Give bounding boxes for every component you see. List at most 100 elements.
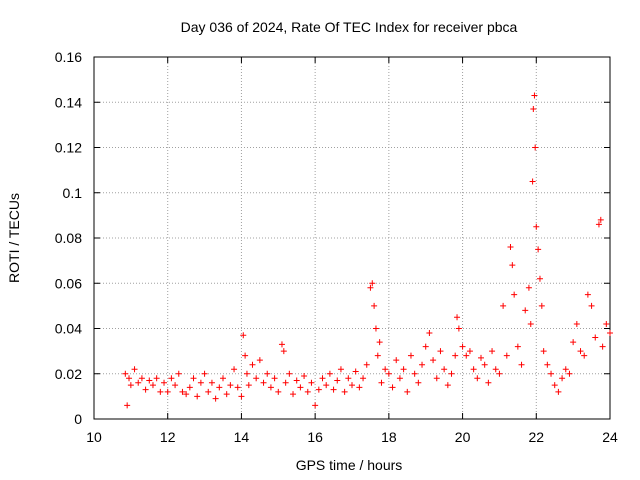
- x-tick-label: 22: [528, 429, 544, 445]
- data-point: [584, 291, 591, 298]
- data-point: [131, 366, 138, 373]
- data-point: [334, 377, 341, 384]
- data-point: [385, 370, 392, 377]
- data-point: [231, 366, 238, 373]
- data-point: [249, 361, 256, 368]
- data-point: [577, 348, 584, 355]
- data-point: [308, 379, 315, 386]
- data-point: [168, 375, 175, 382]
- data-point: [570, 339, 577, 346]
- data-point: [201, 370, 208, 377]
- data-point: [367, 284, 374, 291]
- data-point: [531, 92, 538, 99]
- data-point: [304, 388, 311, 395]
- y-tick-label: 0.06: [55, 275, 82, 291]
- data-point: [352, 368, 359, 375]
- data-point: [341, 388, 348, 395]
- data-point: [356, 384, 363, 391]
- x-tick-label: 14: [234, 429, 250, 445]
- y-tick-label: 0.16: [55, 49, 82, 65]
- data-point: [581, 352, 588, 359]
- data-point: [179, 388, 186, 395]
- x-tick-label: 12: [160, 429, 176, 445]
- x-tick-label: 16: [307, 429, 323, 445]
- data-point: [454, 314, 461, 321]
- chart-title: Day 036 of 2024, Rate Of TEC Index for r…: [181, 19, 518, 35]
- data-point: [240, 332, 247, 339]
- data-point: [426, 330, 433, 337]
- x-tick-label: 10: [86, 429, 102, 445]
- data-point: [323, 382, 330, 389]
- data-point: [164, 388, 171, 395]
- grid: [94, 57, 610, 419]
- data-point: [511, 291, 518, 298]
- data-point: [234, 384, 241, 391]
- data-point: [441, 366, 448, 373]
- data-point: [183, 391, 190, 398]
- data-point: [566, 370, 573, 377]
- data-point: [253, 375, 260, 382]
- data-point: [595, 221, 602, 228]
- y-tick-label: 0.14: [55, 94, 82, 110]
- data-point: [264, 370, 271, 377]
- data-point: [208, 379, 215, 386]
- data-point: [146, 377, 153, 384]
- data-point: [126, 375, 133, 382]
- data-point: [297, 384, 304, 391]
- data-point: [194, 393, 201, 400]
- data-point: [267, 384, 274, 391]
- data-point: [363, 361, 370, 368]
- data-point: [448, 370, 455, 377]
- data-point: [411, 370, 418, 377]
- data-point: [175, 370, 182, 377]
- data-point: [378, 379, 385, 386]
- data-point: [393, 357, 400, 364]
- data-point: [238, 393, 245, 400]
- data-point: [455, 325, 462, 332]
- data-point: [337, 366, 344, 373]
- data-point: [330, 386, 337, 393]
- data-point: [419, 361, 426, 368]
- data-point: [227, 382, 234, 389]
- data-point: [153, 375, 160, 382]
- data-point: [485, 379, 492, 386]
- data-point: [489, 348, 496, 355]
- data-point: [275, 388, 282, 395]
- data-point: [588, 302, 595, 309]
- data-point: [496, 370, 503, 377]
- data-point: [559, 375, 566, 382]
- data-point: [161, 379, 168, 386]
- data-point: [220, 375, 226, 382]
- data-point: [369, 280, 376, 287]
- data-point: [514, 343, 521, 350]
- data-point: [157, 388, 164, 395]
- data-point: [142, 386, 149, 393]
- data-point: [326, 370, 333, 377]
- data-point: [470, 366, 477, 373]
- data-point: [135, 379, 142, 386]
- data-point: [503, 352, 510, 359]
- data-point: [205, 388, 212, 395]
- data-point: [535, 246, 542, 253]
- data-point: [592, 334, 599, 341]
- data-point: [400, 366, 407, 373]
- data-point: [538, 302, 545, 309]
- data-point: [345, 375, 352, 382]
- y-tick-label: 0: [74, 411, 82, 427]
- data-point: [407, 352, 414, 359]
- data-point: [529, 178, 536, 185]
- data-point: [389, 384, 396, 391]
- data-point: [172, 382, 179, 389]
- data-point: [376, 339, 383, 346]
- y-tick-label: 0.04: [55, 321, 82, 337]
- data-point: [374, 352, 381, 359]
- data-point: [301, 373, 308, 380]
- data-point: [452, 352, 459, 359]
- data-point: [256, 357, 263, 364]
- y-tick-label: 0.08: [55, 230, 82, 246]
- data-point: [466, 348, 473, 355]
- data-point: [290, 391, 297, 398]
- data-point: [500, 302, 507, 309]
- data-point: [319, 375, 326, 382]
- data-points: [122, 92, 613, 409]
